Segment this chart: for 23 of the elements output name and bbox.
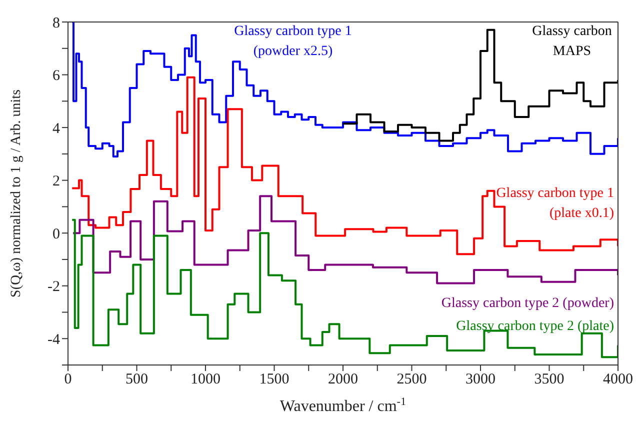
y-tick-label: 8 bbox=[52, 15, 60, 32]
y-tick-label: 2 bbox=[52, 174, 60, 190]
y-axis-title: S(Q,ω) normalized to 1 g / Arb. units bbox=[9, 90, 24, 298]
y-tick-label: 0 bbox=[52, 226, 60, 242]
x-tick-label: 0 bbox=[64, 372, 72, 388]
y-tick-label: -2 bbox=[48, 279, 60, 296]
x-tick-label: 3000 bbox=[466, 372, 496, 388]
x-tick-label: 4000 bbox=[603, 372, 633, 388]
y-tick-label: 4 bbox=[52, 120, 60, 137]
series-label: Glassy carbon type 2 (powder) bbox=[440, 295, 614, 313]
x-tick-label: 3500 bbox=[534, 372, 564, 388]
series-label: Glassy carbon type 1 (plate x0.1) bbox=[495, 185, 614, 223]
x-tick-label: 2000 bbox=[328, 372, 358, 388]
series-label: Glassy carbon MAPS bbox=[531, 23, 613, 61]
x-tick-label: 500 bbox=[126, 372, 148, 388]
x-tick-label: 2500 bbox=[396, 372, 427, 388]
x-axis-title: Wavenumber / cm$^{-1}$ bbox=[280, 396, 406, 415]
series-label: Glassy carbon type 1 (powder x2.5) bbox=[233, 23, 353, 61]
y-tick-label: 6 bbox=[52, 68, 60, 84]
x-tick-label: 1500 bbox=[259, 372, 290, 388]
x-tick-label: 1000 bbox=[190, 372, 220, 388]
series-label: Glassy carbon type 2 (plate) bbox=[455, 318, 614, 336]
y-tick-label: -4 bbox=[48, 332, 60, 348]
